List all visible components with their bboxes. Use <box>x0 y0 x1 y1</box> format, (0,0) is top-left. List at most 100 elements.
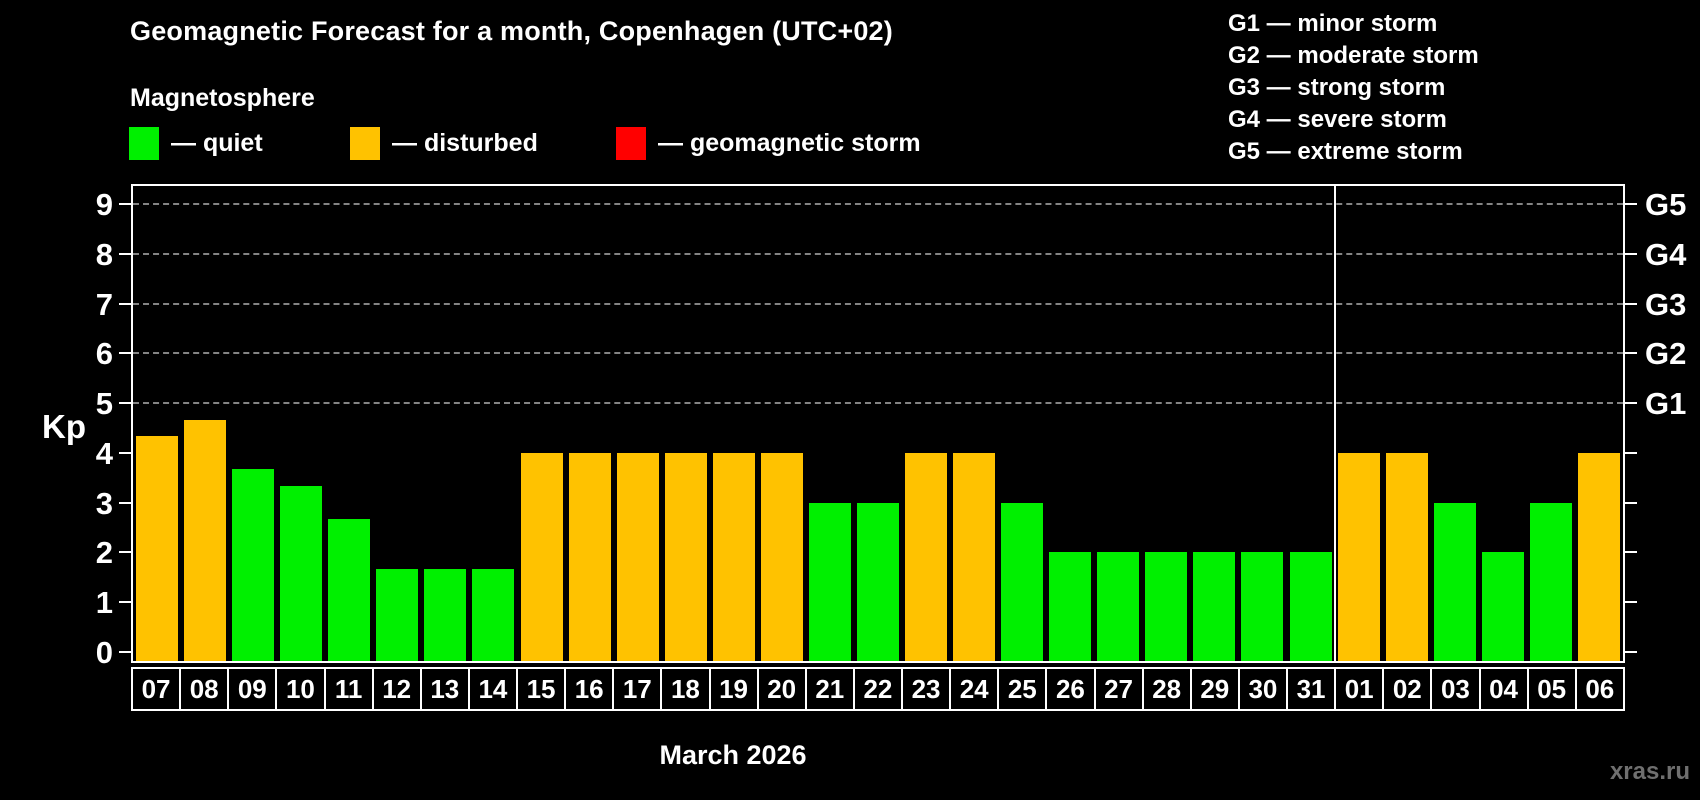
y-tick-right-9 <box>1625 202 1637 205</box>
bar-day-29 <box>1193 552 1236 661</box>
day-label-cell-31: 31 <box>1288 669 1337 709</box>
legend-label-storm: — geomagnetic storm <box>658 128 921 157</box>
day-label-cell-20: 20 <box>759 669 807 709</box>
y-tick-left-1 <box>119 601 131 604</box>
y-tick-label-4: 4 <box>95 435 113 471</box>
day-label-cell-14: 14 <box>470 669 518 709</box>
y-tick-right-6 <box>1625 352 1637 355</box>
day-label-cell-02: 02 <box>1384 669 1433 709</box>
day-label-cell-09: 09 <box>229 669 278 709</box>
legend-item-quiet: — quiet <box>129 126 263 160</box>
day-label-cell-07: 07 <box>133 669 182 709</box>
y-tick-right-8 <box>1625 252 1637 255</box>
y-tick-left-2 <box>119 551 131 554</box>
y-tick-right-4 <box>1625 451 1637 454</box>
bar-day-08 <box>184 419 227 661</box>
storm-color-swatch <box>616 126 646 160</box>
g-axis-label-g3: G3 <box>1645 286 1687 322</box>
day-label-cell-15: 15 <box>518 669 567 709</box>
bar-day-02 <box>1385 452 1428 661</box>
bar-day-26 <box>1049 552 1092 661</box>
day-label-cell-05: 05 <box>1529 669 1577 709</box>
watermark: xras.ru <box>1609 758 1690 785</box>
y-tick-right-5 <box>1625 402 1637 405</box>
bar-day-12 <box>376 569 419 661</box>
bar-day-09 <box>232 469 275 661</box>
legend-item-storm: — geomagnetic storm <box>616 126 921 160</box>
day-label-cell-12: 12 <box>374 669 422 709</box>
x-axis-title: March 2026 <box>659 740 807 770</box>
y-tick-right-2 <box>1625 551 1637 554</box>
y-tick-right-7 <box>1625 302 1637 305</box>
g-scale-item-g3: G3 — strong storm <box>1228 74 1446 101</box>
bar-day-19 <box>712 452 755 661</box>
bar-day-30 <box>1241 552 1284 661</box>
g-axis-label-g4: G4 <box>1645 236 1687 272</box>
legend-label-quiet: — quiet <box>171 128 263 157</box>
bar-day-06 <box>1577 452 1620 661</box>
quiet-color-swatch <box>129 126 159 160</box>
y-axis-title: Kp <box>42 408 86 445</box>
g-axis-label-g2: G2 <box>1645 336 1687 372</box>
day-label-cell-04: 04 <box>1481 669 1529 709</box>
bar-day-11 <box>328 519 371 661</box>
gridline-kp9 <box>133 202 1623 205</box>
y-tick-left-9 <box>119 202 131 205</box>
g-axis-label-g1: G1 <box>1645 386 1687 422</box>
bar-day-13 <box>424 569 467 661</box>
day-label-cell-30: 30 <box>1240 669 1288 709</box>
g-scale-item-g5: G5 — extreme storm <box>1228 138 1463 165</box>
day-label-cell-26: 26 <box>1047 669 1096 709</box>
gridline-kp6 <box>133 352 1623 355</box>
bar-day-28 <box>1145 552 1188 661</box>
g-scale-item-g1: G1 — minor storm <box>1228 10 1438 37</box>
bar-day-27 <box>1097 552 1140 661</box>
day-label-cell-21: 21 <box>807 669 855 709</box>
day-label-cell-25: 25 <box>999 669 1048 709</box>
y-tick-label-8: 8 <box>95 236 113 272</box>
legend-label-disturbed: — disturbed <box>392 128 538 157</box>
day-label-cell-27: 27 <box>1096 669 1144 709</box>
y-tick-label-5: 5 <box>95 386 113 422</box>
y-tick-label-9: 9 <box>95 186 113 222</box>
bar-day-15 <box>520 452 563 661</box>
chart-title: Geomagnetic Forecast for a month, Copenh… <box>130 16 893 46</box>
day-label-cell-11: 11 <box>326 669 374 709</box>
month-separator <box>1333 186 1336 661</box>
gridline-kp5 <box>133 402 1623 405</box>
bar-day-16 <box>568 452 611 661</box>
y-tick-left-4 <box>119 451 131 454</box>
y-tick-left-3 <box>119 501 131 504</box>
day-label-cell-06: 06 <box>1585 673 1615 704</box>
y-tick-label-6: 6 <box>95 336 113 372</box>
g-scale-item-g2: G2 — moderate storm <box>1228 42 1479 69</box>
day-label-row: 07 08 09 10 11 12 13 14 15 16 17 18 19 20 21 22 23 24 25 26… <box>131 667 1625 711</box>
bar-day-07 <box>136 436 178 661</box>
gridline-kp7 <box>133 302 1623 305</box>
day-label-cell-19: 19 <box>711 669 759 709</box>
bar-day-23 <box>905 452 948 661</box>
magnetosphere-label: Magnetosphere <box>130 84 315 112</box>
legend-item-disturbed: — disturbed <box>350 126 538 160</box>
y-tick-right-3 <box>1625 501 1637 504</box>
bar-day-31 <box>1289 552 1332 661</box>
bar-day-18 <box>664 452 707 661</box>
day-label-cell-22: 22 <box>855 669 903 709</box>
bar-day-25 <box>1001 502 1044 661</box>
day-label-cell-10: 10 <box>277 669 326 709</box>
day-label-cell-18: 18 <box>662 669 711 709</box>
y-tick-left-8 <box>119 252 131 255</box>
day-label-cell-01: 01 <box>1336 669 1385 709</box>
y-tick-left-5 <box>119 402 131 405</box>
bar-day-01 <box>1337 452 1380 661</box>
day-label-cell-23: 23 <box>903 669 952 709</box>
y-tick-label-0: 0 <box>95 635 113 670</box>
gridline-kp8 <box>133 252 1623 255</box>
y-tick-right-1 <box>1625 601 1637 604</box>
y-tick-label-1: 1 <box>95 585 113 621</box>
bar-day-20 <box>760 452 803 661</box>
day-label-cell-29: 29 <box>1192 669 1240 709</box>
y-tick-left-7 <box>119 302 131 305</box>
day-label-cell-28: 28 <box>1144 669 1192 709</box>
